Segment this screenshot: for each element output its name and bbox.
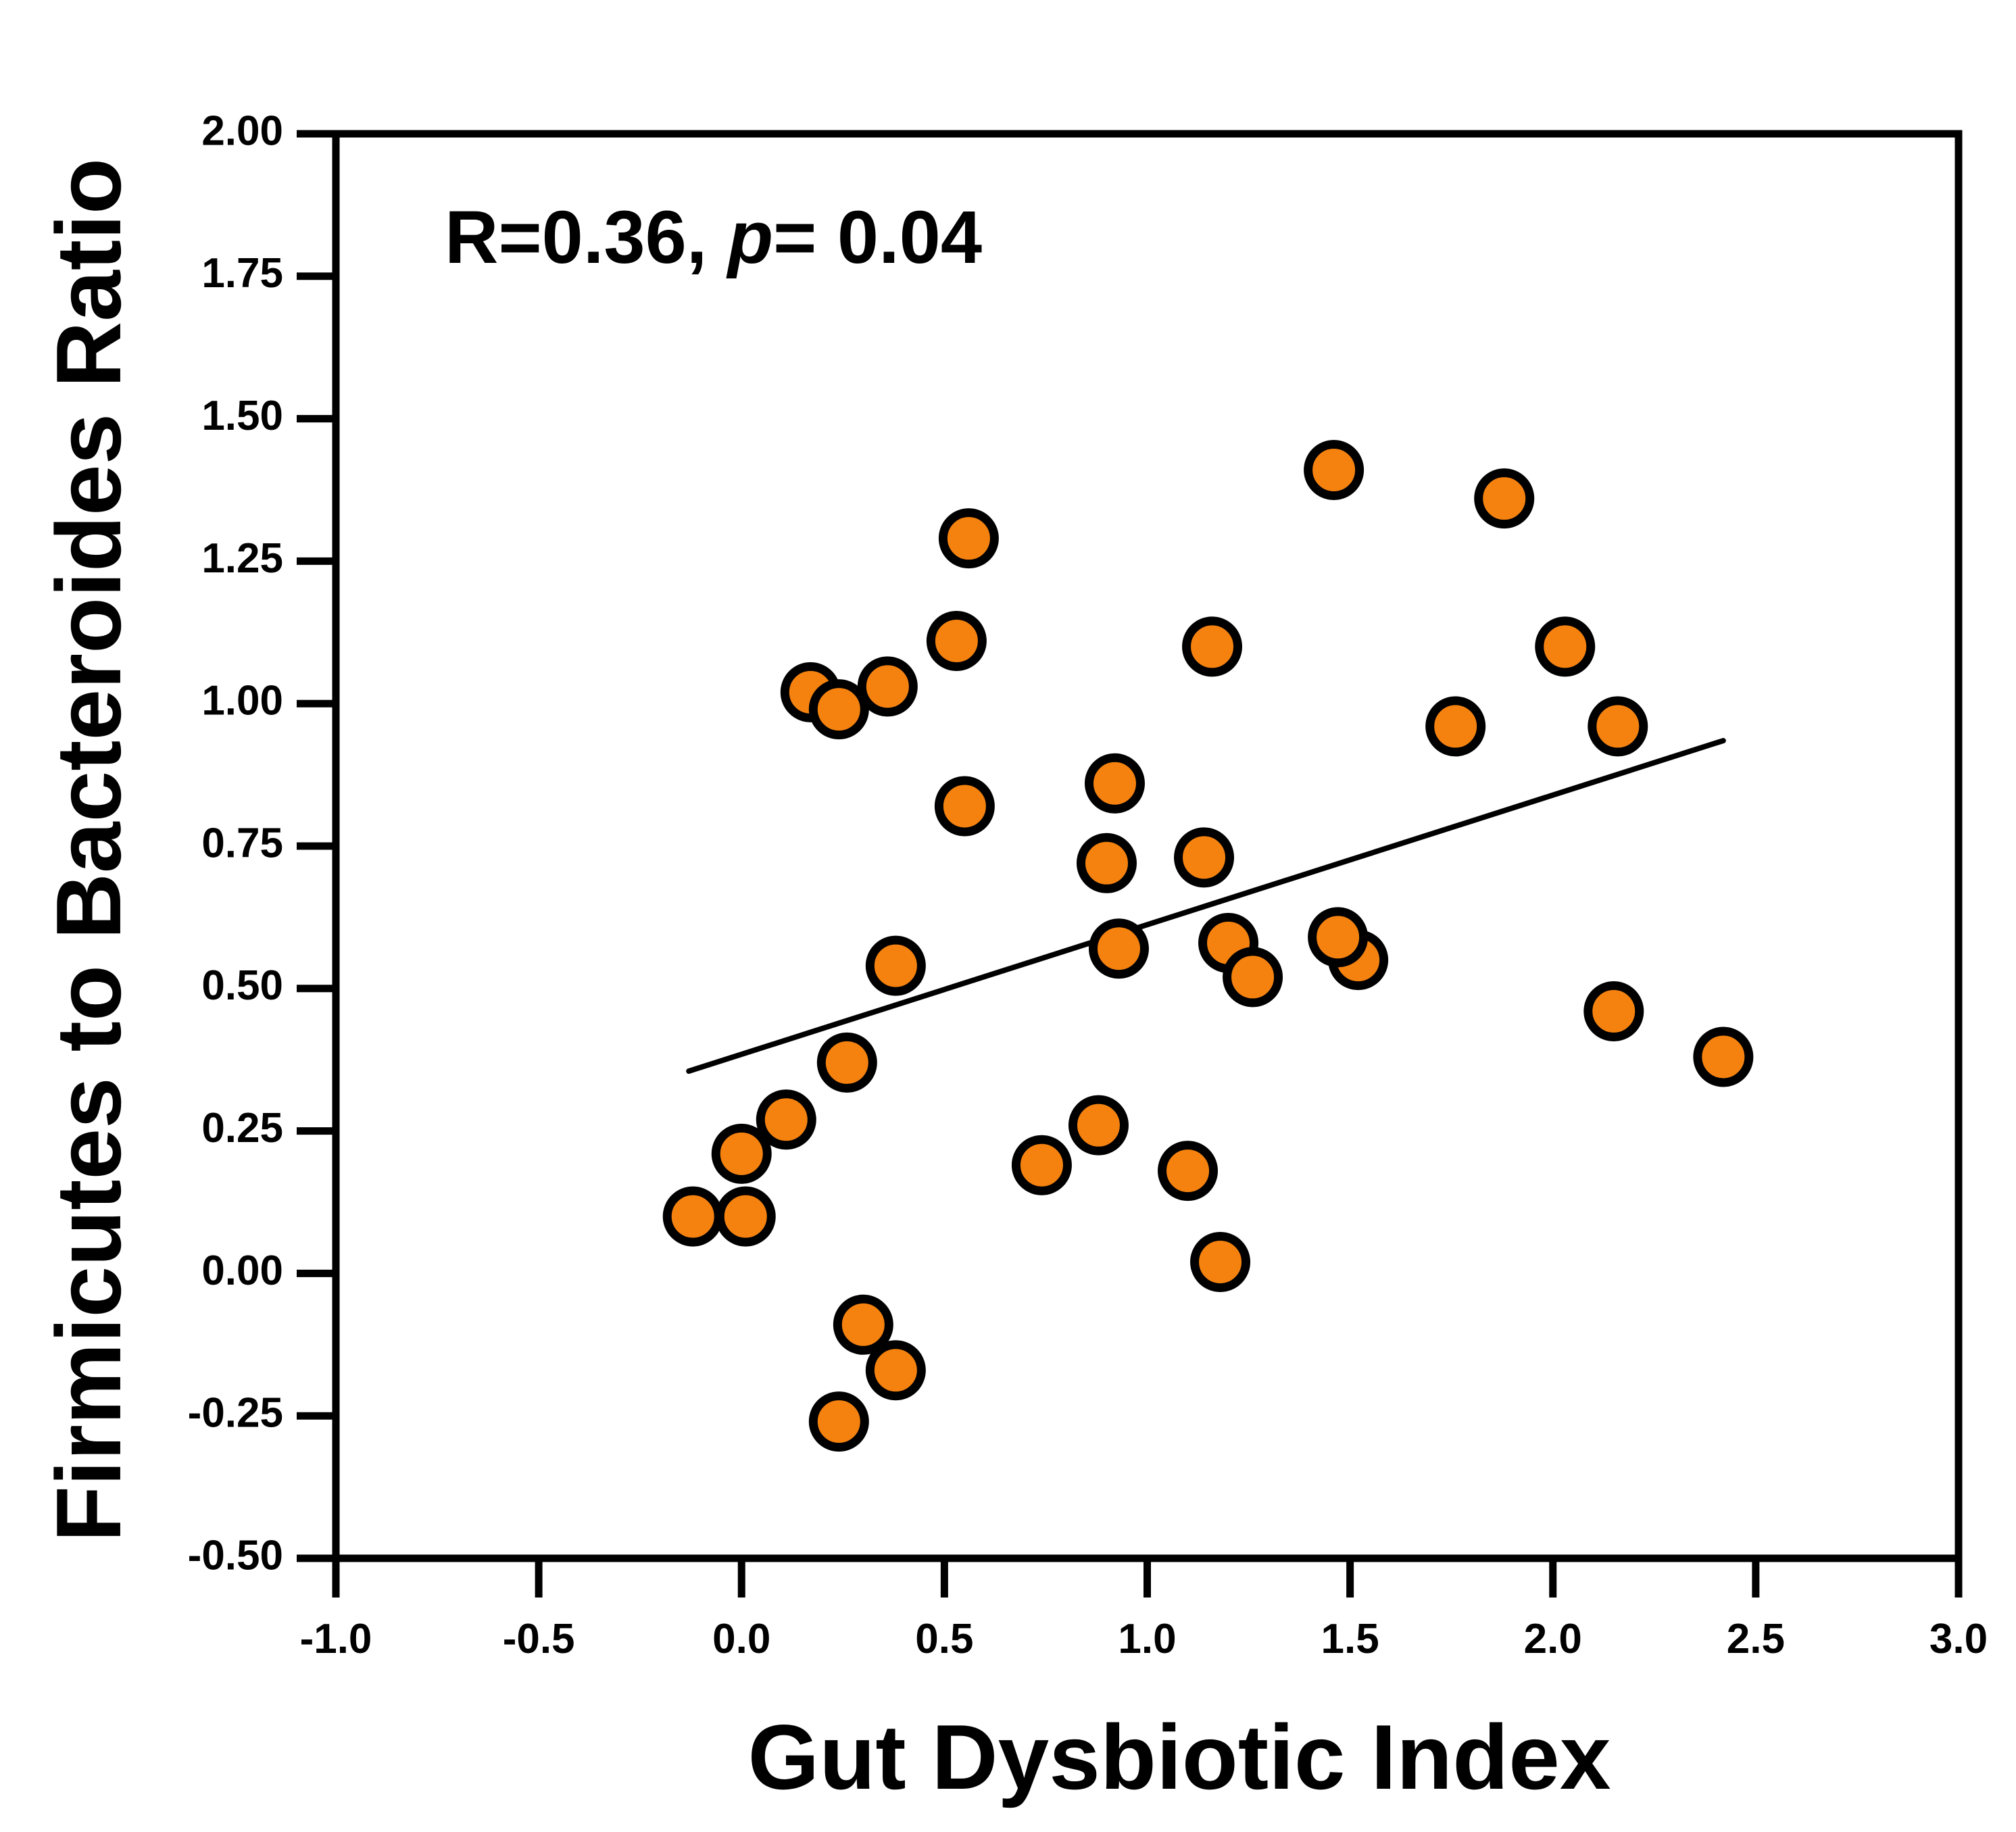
axes: -0.50 -0.25 0.00 0.25 0.50 0.75 1.00 1.25 1.50 1.… [188, 107, 1988, 1662]
annotation-suffix: = 0.04 [773, 196, 982, 279]
data-point [1076, 833, 1137, 893]
correlation-annotation: R=0.36, p= 0.04 [445, 196, 982, 279]
data-point [715, 1186, 776, 1247]
data-point [1190, 1232, 1251, 1293]
data-point [1223, 947, 1283, 1008]
data-point [926, 610, 987, 671]
y-tick-label: -0.25 [188, 1390, 283, 1437]
data-point [865, 1340, 926, 1401]
data-point [1158, 1141, 1219, 1202]
y-tick-label: 2.00 [201, 107, 283, 154]
x-tick-label: -1.0 [300, 1616, 372, 1662]
x-tick-label: 3.0 [1929, 1616, 1988, 1662]
annotation-p-symbol: p [726, 196, 773, 279]
data-point [1068, 1095, 1129, 1156]
data-point [865, 935, 926, 996]
y-tick-label: 0.50 [201, 962, 283, 1009]
x-tick-label: 0.0 [712, 1616, 770, 1662]
y-tick-label: 0.75 [201, 820, 283, 866]
y-tick-label: 1.50 [201, 393, 283, 439]
data-point [857, 656, 918, 717]
data-point [1535, 616, 1596, 677]
data-point [934, 776, 995, 837]
y-tick-label: 1.00 [201, 678, 283, 724]
data-point [1425, 696, 1486, 757]
data-point [1084, 753, 1145, 814]
data-point [756, 1089, 816, 1150]
x-axis-title: Gut Dysbiotic Index [747, 1706, 1611, 1808]
data-point [662, 1186, 723, 1247]
data-point [1308, 907, 1369, 968]
data-point [1174, 827, 1235, 888]
y-tick-label: 0.00 [201, 1247, 283, 1294]
data-point [816, 1032, 877, 1093]
annotation-prefix: R=0.36, [445, 196, 728, 279]
data-point [1304, 439, 1365, 500]
y-axis-title: Firmicutes to Bacteroides Ratio [37, 158, 140, 1542]
data-points [662, 439, 1754, 1452]
x-tick-label: -0.5 [503, 1616, 575, 1662]
regression-line [686, 738, 1726, 1074]
y-tick-label: 0.25 [201, 1105, 283, 1152]
x-tick-label: 0.5 [915, 1616, 973, 1662]
regression-line-group [686, 738, 1726, 1074]
data-point [1182, 616, 1243, 677]
data-point [833, 1294, 893, 1355]
data-point [808, 679, 869, 740]
data-point [1011, 1135, 1072, 1195]
y-tick-label: 1.25 [201, 535, 283, 582]
data-point [938, 508, 999, 569]
x-tick-label: 2.0 [1524, 1616, 1582, 1662]
y-tick-label: 1.75 [201, 250, 283, 297]
data-point [711, 1123, 772, 1184]
data-point [808, 1391, 869, 1452]
data-point [1693, 1026, 1754, 1087]
data-point [1588, 696, 1648, 757]
data-point [1583, 981, 1644, 1042]
x-tick-label: 2.5 [1727, 1616, 1785, 1662]
y-tick-label: -0.50 [188, 1532, 283, 1579]
x-tick-label: 1.5 [1321, 1616, 1379, 1662]
x-tick-label: 1.0 [1118, 1616, 1176, 1662]
data-point [1474, 468, 1535, 529]
data-point [1088, 918, 1149, 979]
